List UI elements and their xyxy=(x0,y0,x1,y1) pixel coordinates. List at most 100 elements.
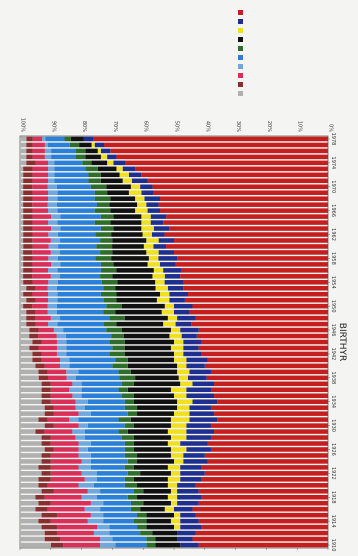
x-axis-label: BIRTHYR xyxy=(337,323,347,361)
bar-segment xyxy=(100,178,123,184)
bar-segment xyxy=(48,244,59,249)
bar-segment xyxy=(123,333,170,339)
bar-segment xyxy=(137,483,168,488)
bar-segment xyxy=(32,351,42,357)
bar-segment xyxy=(155,542,181,548)
bar-segment xyxy=(75,405,85,410)
bar-segment xyxy=(167,483,178,488)
bar-segment xyxy=(87,447,125,452)
value-tick-label: 90% xyxy=(50,121,56,132)
bar-segment xyxy=(106,303,122,309)
bar-segment xyxy=(94,208,111,213)
bar-segment xyxy=(20,184,24,190)
bar-segment xyxy=(146,536,156,542)
bar-segment xyxy=(60,274,101,279)
bar-segment xyxy=(100,172,120,178)
bar-segment xyxy=(41,453,51,458)
bar-segment xyxy=(146,238,159,243)
bar-segment xyxy=(20,297,27,303)
bar-segment xyxy=(137,512,147,518)
bar-segment xyxy=(44,148,52,154)
bar-segment xyxy=(174,393,187,399)
bar-segment xyxy=(23,303,33,309)
bar-segment xyxy=(20,471,42,476)
value-tick-label: 20% xyxy=(266,121,272,132)
bar-segment xyxy=(201,477,328,482)
bar-segment xyxy=(57,280,102,285)
year-tick-label: 1950 xyxy=(330,300,336,313)
bar-segment xyxy=(50,274,61,279)
bar-segment xyxy=(143,489,171,494)
bar-segment xyxy=(100,506,131,512)
bar-segment xyxy=(23,274,33,279)
bar-segment xyxy=(141,220,151,225)
legend-swatch xyxy=(238,64,243,69)
bar-segment xyxy=(20,244,24,249)
bar-segment xyxy=(56,339,67,345)
bar-segment xyxy=(204,453,328,458)
bar-segment xyxy=(207,441,328,446)
bar-segment xyxy=(44,423,54,428)
bar-segment xyxy=(124,399,134,404)
bar-segment xyxy=(94,220,111,225)
bar-segment xyxy=(57,297,104,303)
bar-segment xyxy=(164,232,328,237)
bar-segment xyxy=(90,465,125,470)
bar-segment xyxy=(127,363,178,369)
bar-segment xyxy=(175,321,192,327)
bar-segment xyxy=(214,429,328,434)
bar-segment xyxy=(195,315,328,321)
bar-segment xyxy=(146,518,171,524)
bar-segment xyxy=(41,381,51,387)
bar-segment xyxy=(57,190,95,195)
bar-segment xyxy=(103,512,138,518)
bar-segment xyxy=(50,471,82,476)
bar-segment xyxy=(166,214,328,219)
bar-segment xyxy=(32,136,43,142)
bar-segment xyxy=(155,285,168,291)
bar-segment xyxy=(183,280,328,285)
bar-segment xyxy=(65,333,112,339)
bar-segment xyxy=(51,226,61,231)
bar-segment xyxy=(109,530,141,536)
bar-segment xyxy=(69,417,79,422)
bar-segment xyxy=(57,232,96,237)
bar-segment xyxy=(78,465,91,470)
bar-segment xyxy=(97,494,128,500)
bar-segment xyxy=(198,345,328,351)
bar-segment xyxy=(48,220,58,225)
bar-segment xyxy=(20,393,42,399)
bar-segment xyxy=(32,184,48,190)
bar-segment xyxy=(186,429,215,434)
bar-segment xyxy=(116,154,328,160)
bar-segment xyxy=(111,333,124,339)
bar-segment xyxy=(91,142,95,148)
bar-segment xyxy=(207,357,328,363)
bar-segment xyxy=(146,250,159,255)
bar-segment xyxy=(132,178,148,184)
bar-segment xyxy=(20,477,39,482)
bar-segment xyxy=(47,309,57,315)
bar-segment xyxy=(97,166,117,172)
bar-segment xyxy=(44,411,54,416)
bar-segment xyxy=(103,309,116,315)
bar-segment xyxy=(53,411,79,416)
year-tick-label: 1946 xyxy=(330,324,336,337)
bar-segment xyxy=(48,321,58,327)
bar-segment xyxy=(20,232,24,237)
bar-segment xyxy=(127,411,138,416)
bar-segment xyxy=(20,417,39,422)
bar-segment xyxy=(38,375,48,381)
bar-segment xyxy=(51,154,76,160)
bar-segment xyxy=(50,399,76,404)
bar-segment xyxy=(207,459,328,464)
bar-segment xyxy=(170,447,187,452)
bar-segment xyxy=(23,166,33,172)
bar-segment xyxy=(121,435,134,440)
bar-segment xyxy=(54,160,83,166)
bar-segment xyxy=(20,303,24,309)
year-tick-label: 1918 xyxy=(330,491,336,504)
bar-segment xyxy=(107,190,129,195)
bar-segment xyxy=(100,542,116,548)
bar-segment xyxy=(95,232,112,237)
